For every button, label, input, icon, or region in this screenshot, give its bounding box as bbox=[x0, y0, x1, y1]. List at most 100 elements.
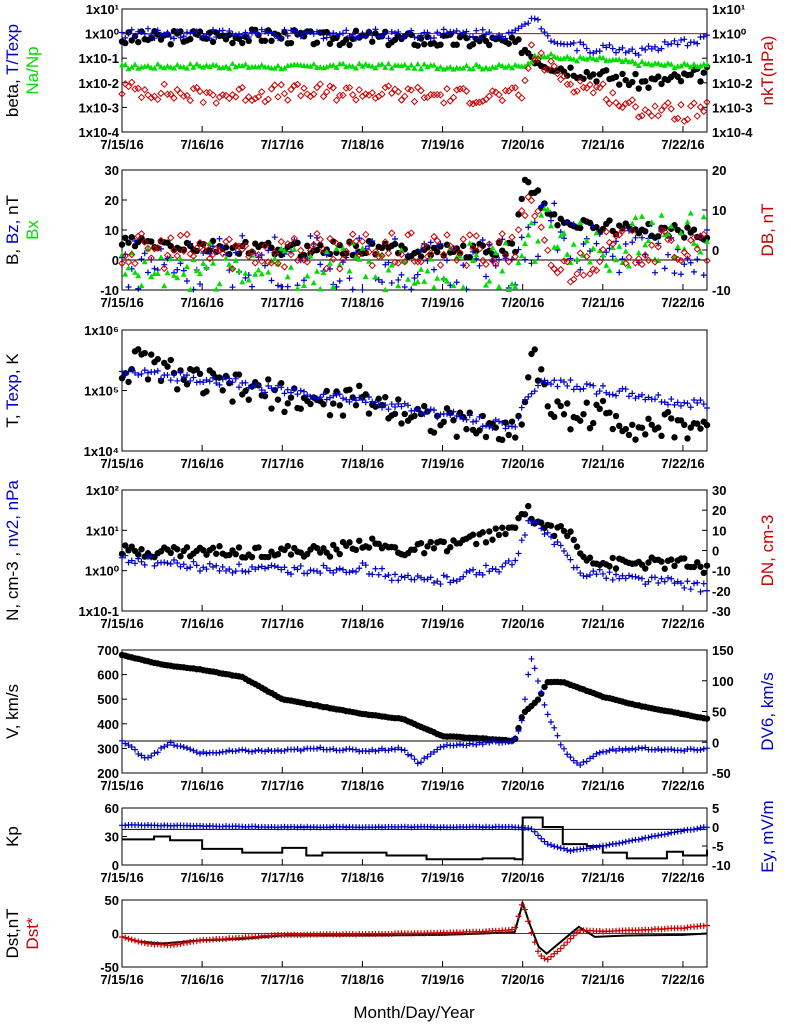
data-point bbox=[502, 425, 509, 432]
data-point bbox=[300, 251, 308, 259]
data-point bbox=[411, 576, 418, 583]
y2-axis-label-part: nkT(nPa) bbox=[758, 36, 777, 106]
data-point bbox=[434, 65, 441, 72]
data-point bbox=[145, 25, 151, 32]
data-point bbox=[492, 64, 499, 70]
data-point bbox=[200, 32, 207, 39]
data-point bbox=[693, 112, 701, 120]
data-point bbox=[271, 563, 278, 570]
data-point bbox=[339, 91, 347, 100]
data-point bbox=[366, 258, 372, 264]
y-tick-label: 0 bbox=[112, 858, 119, 873]
data-point bbox=[330, 283, 337, 290]
data-point bbox=[573, 543, 581, 550]
data-point bbox=[275, 382, 281, 389]
data-point bbox=[476, 413, 483, 420]
data-point bbox=[138, 370, 145, 377]
data-point bbox=[177, 743, 184, 750]
data-point bbox=[576, 77, 584, 85]
data-point bbox=[173, 252, 181, 260]
data-point bbox=[489, 536, 496, 543]
data-point bbox=[609, 746, 616, 753]
data-point bbox=[444, 278, 450, 284]
y-axis-label-part: Na/Np bbox=[23, 46, 42, 94]
data-point bbox=[456, 249, 464, 257]
data-point bbox=[281, 408, 288, 416]
data-point bbox=[697, 588, 704, 595]
data-point bbox=[557, 522, 564, 530]
data-point bbox=[463, 416, 470, 423]
data-point bbox=[187, 240, 194, 247]
data-point bbox=[642, 241, 649, 248]
data-point bbox=[180, 271, 187, 277]
data-point bbox=[245, 93, 253, 101]
data-point bbox=[174, 546, 181, 553]
data-point bbox=[457, 413, 463, 420]
data-point bbox=[196, 370, 204, 378]
y2-axis-label: DV6, km/s bbox=[758, 672, 777, 750]
data-point bbox=[359, 30, 366, 37]
data-point bbox=[544, 246, 552, 255]
data-point bbox=[632, 60, 639, 66]
y-tick-label: -50 bbox=[100, 960, 119, 975]
data-point bbox=[544, 841, 551, 848]
data-point bbox=[515, 246, 522, 253]
data-point bbox=[154, 61, 161, 67]
data-point bbox=[525, 374, 532, 381]
y2-tick-label: 150 bbox=[712, 643, 734, 658]
data-point bbox=[190, 64, 197, 70]
data-point bbox=[463, 62, 470, 69]
data-point bbox=[590, 71, 597, 78]
data-point bbox=[658, 575, 665, 582]
data-point bbox=[466, 240, 473, 246]
data-point bbox=[661, 62, 668, 68]
data-point bbox=[281, 26, 288, 33]
data-point bbox=[170, 94, 178, 102]
data-point bbox=[223, 63, 229, 69]
data-point bbox=[440, 252, 447, 259]
data-point bbox=[470, 33, 476, 40]
data-point bbox=[421, 755, 428, 762]
data-point bbox=[236, 384, 242, 391]
data-point bbox=[528, 219, 535, 226]
data-point bbox=[668, 396, 675, 403]
data-point bbox=[326, 553, 334, 560]
data-point bbox=[333, 32, 340, 39]
data-point bbox=[281, 564, 288, 571]
data-point bbox=[606, 267, 613, 273]
data-point bbox=[174, 377, 181, 384]
data-point bbox=[167, 377, 174, 384]
data-point bbox=[174, 274, 181, 281]
data-point bbox=[697, 824, 704, 831]
y-tick-label: 10 bbox=[105, 223, 119, 238]
data-point bbox=[609, 89, 617, 97]
data-point bbox=[340, 395, 346, 402]
data-point bbox=[483, 31, 489, 38]
y-axis-label-part: nv2, nPa bbox=[3, 480, 22, 548]
data-point bbox=[303, 90, 311, 98]
data-point bbox=[216, 381, 223, 388]
data-point bbox=[232, 550, 239, 558]
data-point bbox=[486, 65, 493, 72]
data-point bbox=[495, 239, 503, 247]
data-point bbox=[177, 940, 184, 947]
data-point bbox=[619, 259, 626, 265]
data-point bbox=[567, 64, 574, 71]
y2-axis-label-part: Ey, mV/m bbox=[758, 800, 777, 872]
data-point bbox=[336, 91, 344, 100]
data-point bbox=[424, 244, 431, 251]
data-point bbox=[392, 403, 398, 410]
data-point bbox=[557, 265, 565, 274]
data-point bbox=[440, 538, 447, 546]
data-point bbox=[534, 377, 542, 384]
y2-axis-label: DN, cm-3 bbox=[758, 515, 777, 587]
data-point bbox=[613, 571, 619, 578]
data-point bbox=[125, 935, 132, 942]
data-point bbox=[670, 253, 679, 262]
data-point bbox=[353, 64, 359, 71]
data-point bbox=[427, 406, 434, 413]
data-point bbox=[522, 396, 528, 403]
data-point bbox=[450, 408, 457, 415]
data-point bbox=[668, 556, 675, 563]
data-point bbox=[193, 749, 200, 756]
